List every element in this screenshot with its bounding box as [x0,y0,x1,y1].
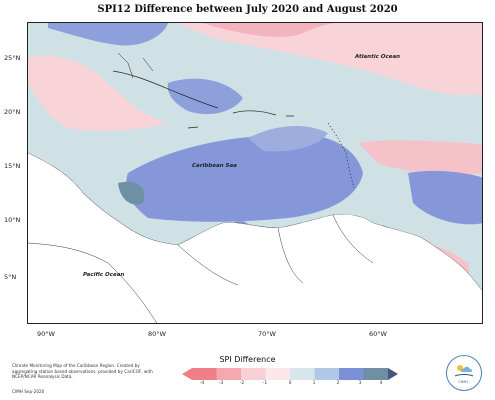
lat-label-15n: 15°N [4,162,21,170]
legend-tick: -4 [199,381,205,386]
lesser-antilles [327,122,355,189]
lat-label-20n: 20°N [4,108,21,116]
blue-atlantic-east [408,170,482,225]
legend-arrow-left [182,368,192,380]
jamaica [187,126,199,129]
blue-hispaniola [248,126,328,152]
legend-swatch [314,368,339,380]
legend-swatch [339,368,364,380]
legend-tick: -3 [218,381,224,386]
lat-label-25n: 25°N [4,54,21,62]
cuba [112,70,219,109]
pink-north [178,23,482,95]
legend-tick: -1 [262,381,268,386]
lon-label-90w: 90°W [37,330,55,338]
pink-east [358,140,482,175]
ocean-label-pacific: Pacific Ocean [83,272,125,278]
legend-arrow-right [388,368,398,380]
lon-label-70w: 70°W [258,330,276,338]
teal-spot [118,181,145,205]
cimh-logo [446,355,482,391]
pink-strong-north [203,23,338,37]
hispaniola [232,110,277,116]
blue-caribbean [126,134,364,222]
legend-tick: -2 [239,381,245,386]
legend-tick: 0 [288,381,292,386]
lat-label-5n: 5°N [4,273,17,281]
legend-tick: 4 [379,381,383,386]
legend-swatch [241,368,266,380]
ocean-label-caribbean: Caribbean Sea [192,163,237,169]
lon-label-60w: 60°W [369,330,387,338]
legend-colorbar [182,368,398,380]
blue-cuba [167,78,243,115]
legend-swatch [216,368,241,380]
spi-map [27,22,483,324]
logo-icon [454,365,474,377]
legend-title: SPI Difference [219,355,276,364]
legend-tick: 3 [358,381,362,386]
blue-north [48,23,168,46]
borders [28,214,374,323]
legend-swatch [363,368,388,380]
map-title: SPI12 Difference between July 2020 and A… [97,4,398,15]
legend-tick: 1 [312,381,316,386]
credit-text: Climate Monitoring Map of the Caribbean … [12,363,153,380]
legend-swatch [265,368,290,380]
pink-west [28,55,168,131]
logo-text: CIMH [458,380,468,384]
land-mask [28,153,482,323]
map-canvas [28,23,482,323]
lat-label-10n: 10°N [4,216,21,224]
lon-label-80w: 80°W [148,330,166,338]
legend-tick: 2 [336,381,340,386]
bahamas [117,52,154,79]
date-stamp: CIMH Sep-2020 [12,389,45,394]
legend-swatch [192,368,217,380]
legend-swatch [290,368,315,380]
ocean-label-atlantic: Atlantic Ocean [355,54,401,60]
